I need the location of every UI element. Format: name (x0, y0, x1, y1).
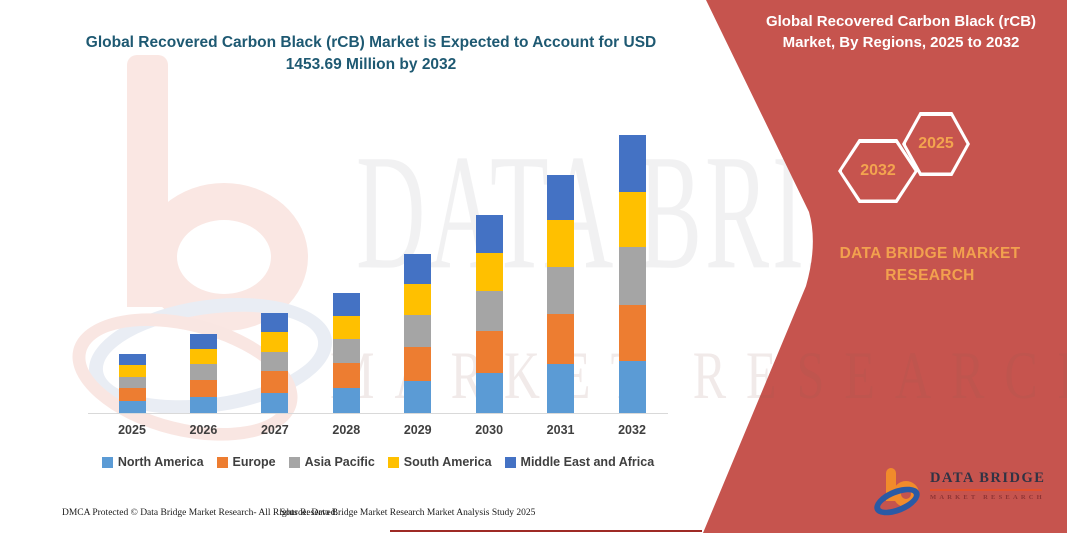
bar-segment-south-america (475, 252, 503, 292)
x-axis-label-2029: 2029 (403, 423, 432, 437)
bar-segment-north-america (618, 360, 646, 413)
logo-underline (930, 489, 1042, 491)
legend-swatch (387, 456, 399, 468)
logo-text: DATA BRIDGE MARKET RESEARCH (930, 470, 1045, 501)
bar-segment-north-america (547, 364, 575, 413)
brand-text: DATA BRIDGE MARKET RESEARCH (839, 245, 1021, 284)
chart-title: Global Recovered Carbon Black (rCB) Mark… (85, 34, 657, 74)
bar-segment-middle-east-and-africa (547, 174, 575, 221)
legend-swatch (216, 456, 228, 468)
bar-2031 (547, 174, 575, 413)
bar-2025 (118, 353, 146, 413)
bar-segment-europe (189, 379, 217, 397)
bar-segment-middle-east-and-africa (118, 353, 146, 365)
bar-segment-south-america (618, 191, 646, 248)
legend-item-north-america: North America (101, 455, 204, 469)
legend-item-middle-east-and-africa: Middle East and Africa (504, 455, 655, 469)
legend-label: Europe (232, 455, 276, 469)
bar-segment-europe (547, 314, 575, 365)
footer-divider-line (390, 530, 702, 532)
bar-2030 (475, 214, 503, 413)
x-axis-label-2028: 2028 (332, 423, 361, 437)
bar-segment-europe (332, 362, 360, 389)
legend-label: Asia Pacific (304, 455, 375, 469)
x-axis-label-2030: 2030 (475, 423, 504, 437)
bar-segment-middle-east-and-africa (189, 333, 217, 349)
legend-label: South America (403, 455, 492, 469)
bar-segment-middle-east-and-africa (618, 134, 646, 192)
bar-2026 (189, 333, 217, 413)
bar-segment-middle-east-and-africa (261, 313, 289, 333)
bar-segment-asia-pacific (475, 291, 503, 331)
data-bridge-logo-icon (870, 466, 924, 522)
bar-segment-europe (475, 330, 503, 373)
logo-b-stem (886, 468, 896, 501)
legend-label: North America (117, 455, 204, 469)
legend-item-europe: Europe (216, 455, 276, 469)
bar-2032 (618, 134, 646, 413)
bar-2028 (332, 292, 360, 413)
bar-segment-north-america (475, 372, 503, 413)
bar-segment-asia-pacific (118, 376, 146, 389)
bar-segment-middle-east-and-africa (475, 214, 503, 253)
bar-segment-south-america (261, 332, 289, 352)
x-axis-label-2027: 2027 (260, 423, 289, 437)
footer-source-text: Source: Data Bridge Market Research Mark… (280, 508, 536, 518)
bar-segment-middle-east-and-africa (332, 292, 360, 316)
bar-segment-asia-pacific (189, 364, 217, 380)
x-axis-label-2025: 2025 (118, 423, 146, 437)
hexagon-badge-2032: 2032 (838, 139, 918, 203)
legend-item-south-america: South America (387, 455, 492, 469)
legend-label: Middle East and Africa (520, 455, 655, 469)
legend-item-asia-pacific: Asia Pacific (288, 455, 375, 469)
bar-segment-middle-east-and-africa (404, 254, 432, 285)
bar-segment-asia-pacific (332, 339, 360, 363)
legend-swatch (504, 456, 516, 468)
hexagon-badge-2025: 2025 (902, 112, 970, 176)
logo-subtitle: MARKET RESEARCH (930, 494, 1045, 501)
bar-segment-north-america (332, 388, 360, 413)
bar-segment-south-america (118, 364, 146, 377)
bar-segment-asia-pacific (261, 351, 289, 372)
bar-segment-south-america (189, 348, 217, 365)
data-bridge-logo: DATA BRIDGE MARKET RESEARCH (870, 464, 1057, 522)
footer-dmca-text: DMCA Protected © Data Bridge Market Rese… (62, 508, 338, 518)
bar-segment-europe (118, 388, 146, 401)
x-axis-label-2026: 2026 (189, 423, 218, 437)
x-axis-label-2032: 2032 (618, 423, 646, 437)
bar-segment-south-america (404, 284, 432, 316)
bar-segment-europe (404, 346, 432, 381)
bar-segment-north-america (118, 400, 146, 413)
bar-2027 (261, 313, 289, 413)
bar-segment-south-america (332, 315, 360, 340)
bar-segment-europe (618, 305, 646, 361)
x-axis-label-2031: 2031 (546, 423, 575, 437)
logo-name: DATA BRIDGE (930, 470, 1046, 486)
side-panel-heading: Global Recovered Carbon Black (rCB) Mark… (765, 13, 1037, 51)
bar-segment-south-america (547, 220, 575, 268)
legend-swatch (288, 456, 300, 468)
bar-segment-north-america (404, 380, 432, 413)
bar-segment-asia-pacific (404, 315, 432, 347)
chart-legend: North America Europe Asia Pacific South Ame… (88, 455, 668, 469)
bar-2029 (404, 254, 432, 413)
bar-segment-europe (261, 371, 289, 393)
bar-segment-asia-pacific (547, 267, 575, 315)
logo-b-bowl (893, 481, 919, 507)
bar-segment-north-america (261, 392, 289, 413)
legend-swatch (101, 456, 113, 468)
bar-segment-north-america (189, 396, 217, 413)
bar-segment-asia-pacific (618, 247, 646, 306)
x-axis-line (88, 413, 668, 414)
